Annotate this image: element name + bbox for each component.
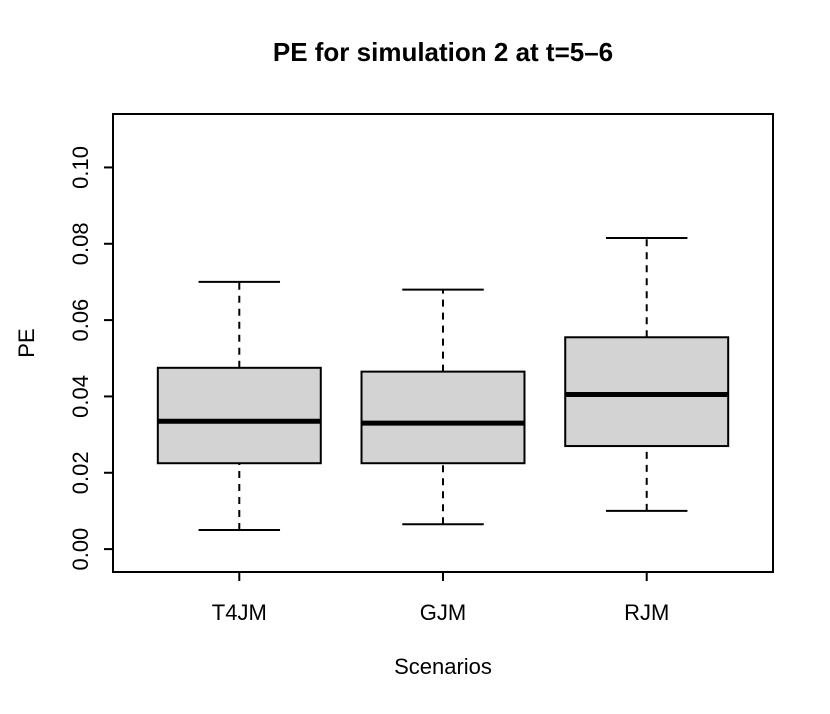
y-tick-label-0.00: 0.00 <box>68 528 93 571</box>
iqr-box-RJM <box>564 336 730 448</box>
y-tick-label-0.04: 0.04 <box>68 375 93 418</box>
category-label-T4JM: T4JM <box>212 600 267 625</box>
category-label-GJM: GJM <box>420 600 466 625</box>
chart-title: PE for simulation 2 at t=5–6 <box>272 37 614 67</box>
category-label-RJM: RJM <box>624 600 669 625</box>
y-tick-label-0.06: 0.06 <box>68 299 93 342</box>
iqr-box-T4JM <box>156 366 322 465</box>
x-axis-title: Scenarios <box>394 654 492 679</box>
y-tick-label-0.02: 0.02 <box>68 451 93 494</box>
iqr-box-GJM <box>360 370 526 465</box>
y-tick-label-0.10: 0.10 <box>68 146 93 189</box>
y-tick-label-0.08: 0.08 <box>68 222 93 265</box>
